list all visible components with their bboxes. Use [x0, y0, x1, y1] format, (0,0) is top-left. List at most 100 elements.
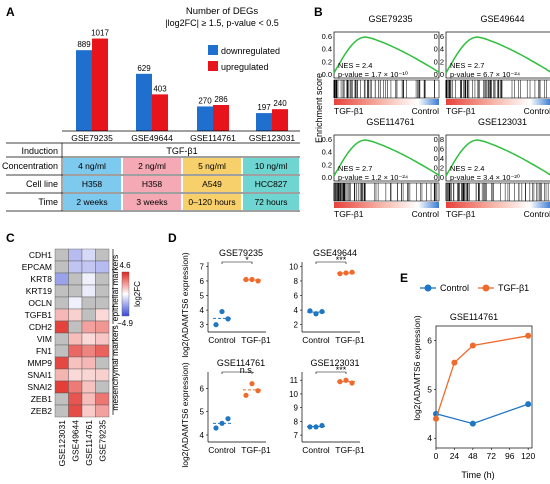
x-tick-label: 72: [487, 451, 497, 461]
legend-marker: [482, 284, 490, 292]
dot-plot-tick-label: 4: [294, 306, 299, 315]
gsea-tick: 0.0: [322, 173, 332, 182]
heatmap-cell: [95, 356, 110, 370]
heatmap-cell: [54, 356, 69, 370]
gsea-tick: 0.6: [434, 32, 444, 41]
bar-up: [272, 109, 288, 131]
bar-category-label: GSE114761: [190, 133, 236, 143]
table-cell: [183, 158, 241, 174]
heatmap-cell: [54, 344, 69, 358]
panel-d-ylabel-bottom: log2(ADAMTS6 expression): [180, 362, 190, 468]
significance-bracket: [315, 261, 347, 264]
heatmap-cell: [81, 248, 96, 262]
dot-plot-tick-label: 8: [294, 277, 299, 286]
gsea-tick: 0.4: [434, 45, 444, 54]
heatmap-cell: [54, 308, 69, 322]
gsea-title: GSE114761: [366, 117, 414, 127]
legend-label: Control: [440, 283, 469, 293]
dot-plot-tick-label: 7: [200, 262, 205, 271]
dot-plot-tick-label: 3: [200, 321, 205, 330]
bar-category-label: GSE79235: [71, 133, 113, 143]
heatmap-cell: [68, 344, 83, 358]
dot-plot-xlabel: Control: [302, 445, 330, 455]
heatmap-gene-label: OCLN: [28, 298, 52, 308]
table-cellline-label: Cell line: [26, 179, 58, 189]
panel-b: Enrichment score GSE792350.60.40.20.0NES…: [314, 14, 550, 219]
heatmap-cell: [54, 296, 69, 310]
table-cell-text: 10 ng/ml: [255, 161, 288, 171]
bar-down: [76, 50, 92, 131]
heatmap-cell: [95, 404, 110, 418]
dot-plot-tick-label: 5: [200, 292, 205, 301]
bar-up-value: 1017: [91, 29, 109, 38]
dot-point: [343, 270, 349, 276]
bar-category-label: GSE123031: [249, 133, 296, 143]
legend-down-label: downregulated: [221, 46, 280, 56]
dot-plot-xlabel: Control: [208, 445, 236, 455]
legend-marker: [424, 284, 432, 292]
gsea-tick: 0.4: [322, 45, 332, 54]
dot-point: [249, 276, 255, 283]
induction-table: Induction TGF-β1 Concentration Cell line…: [2, 142, 300, 212]
heatmap-dataset-label: GSE49644: [70, 420, 80, 462]
enrichment-curve: [333, 139, 440, 177]
dot-plot-tick-label: 11: [290, 376, 299, 385]
panel-e-ylabel: log2(ADAMTS6 expression): [412, 315, 422, 421]
dot-plot-title: GSE79235: [219, 248, 263, 258]
x-tick-label: 24: [450, 451, 460, 461]
heatmap-cell: [95, 368, 110, 382]
table-cell: [123, 176, 181, 192]
heatmap: CDH1 EPCAM KRT8 KRT19 OCLN TGFB1 CDH2 VIM FN1 MMP…: [22, 248, 110, 466]
panel-d: log2(ADAMTS6 expression) log2(ADAMTS6 ex…: [180, 248, 365, 468]
significance-label: *: [245, 255, 249, 265]
dot-plot-xlabel: TGF-β1: [335, 335, 365, 345]
heatmap-cell: [54, 320, 69, 334]
epithelial-label: epithelial markers: [110, 255, 120, 322]
heatmap-gene-label: TGFB1: [25, 310, 53, 320]
heatmap-cell: [81, 356, 96, 370]
dot-point: [319, 422, 325, 429]
dot-point: [307, 424, 313, 430]
y-tick-label: 6: [427, 336, 432, 346]
bar-up-value: 240: [273, 99, 287, 108]
heatmap-cell: [68, 308, 83, 322]
rank-gradient: [334, 202, 439, 208]
dot-point: [213, 322, 219, 328]
gsea-plot: GSE79235 0.6 0.4 0.2 0.0 NES = 2.4p-value = 1…: [322, 14, 440, 116]
table-cell-text: 2 ng/ml: [138, 161, 166, 171]
line-legend: Control TGF-β1: [420, 283, 529, 293]
dot-point: [213, 425, 219, 431]
y-tick-label: 4: [427, 433, 432, 443]
gsea-tick: 0.4: [322, 148, 332, 157]
heatmap-cell: [54, 332, 69, 346]
gsea-right-label: Control: [524, 209, 550, 219]
gsea-title: GSE79235: [368, 14, 412, 24]
heatmap-gene-label: FN1: [36, 346, 52, 356]
gsea-frame: [333, 134, 440, 182]
heatmap-cell: [81, 344, 96, 358]
dot-plot-tick-label: 10: [289, 262, 298, 271]
heatmap-gene-label: SNAI2: [27, 382, 52, 392]
dot-point: [243, 392, 249, 398]
heatmap-cell: [95, 308, 110, 322]
panel-letter-c: C: [6, 231, 15, 245]
heatmap-gene-label: SNAI1: [27, 370, 52, 380]
table-cell-text: 2 weeks: [76, 197, 107, 207]
x-tick-label: 48: [468, 451, 478, 461]
bar-up: [213, 105, 229, 131]
bar-down-value: 629: [137, 64, 151, 73]
panel-a-title: Number of DEGs: [186, 6, 259, 17]
heatmap-gene-label: CDH2: [29, 322, 52, 332]
table-cell: [243, 176, 299, 192]
heatmap-cell: [68, 380, 83, 394]
legend-up-swatch: [208, 61, 218, 71]
heatmap-cell: [81, 272, 96, 286]
gsea-tick: 0.2: [434, 57, 444, 66]
table-cell-text: 3 weeks: [136, 197, 167, 207]
panel-a-subtitle: |log2FC| ≥ 1.5, p-value < 0.5: [165, 18, 278, 28]
gsea-left-label: TGF-β1: [334, 106, 364, 116]
series-point: [433, 415, 439, 422]
heatmap-cell: [68, 284, 83, 298]
dot-plot: GSE123031 11 10 9 8 7 *** Control TGF-β1: [289, 358, 365, 455]
table-induction-label: Induction: [21, 146, 58, 156]
